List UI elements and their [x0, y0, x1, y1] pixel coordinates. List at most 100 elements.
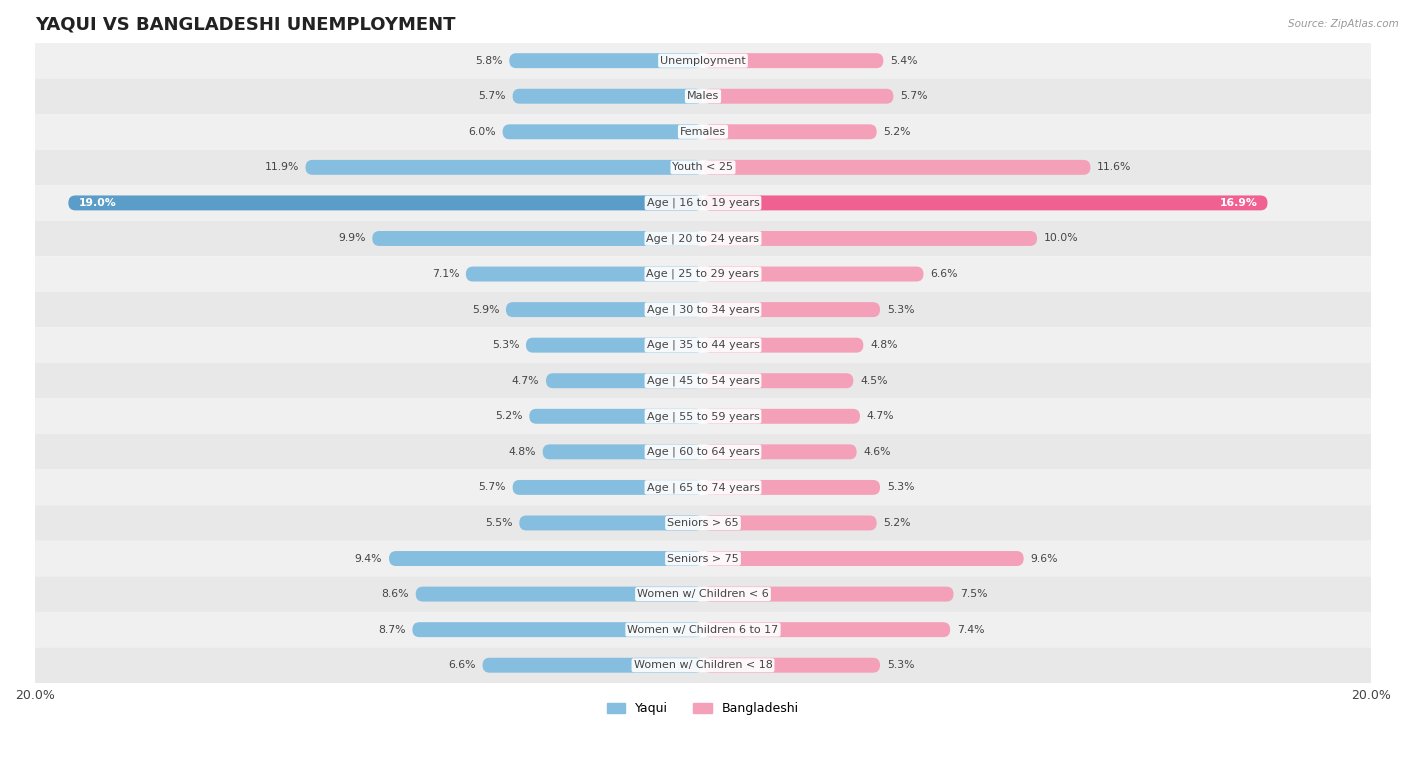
FancyBboxPatch shape	[703, 551, 1024, 566]
Text: Seniors > 65: Seniors > 65	[668, 518, 738, 528]
Text: 5.4%: 5.4%	[890, 56, 918, 66]
Text: 5.5%: 5.5%	[485, 518, 513, 528]
FancyBboxPatch shape	[703, 266, 924, 282]
FancyBboxPatch shape	[703, 587, 953, 602]
Text: 4.7%: 4.7%	[866, 411, 894, 422]
Text: Seniors > 75: Seniors > 75	[666, 553, 740, 563]
Text: 5.8%: 5.8%	[475, 56, 502, 66]
Text: Age | 60 to 64 years: Age | 60 to 64 years	[647, 447, 759, 457]
FancyBboxPatch shape	[416, 587, 703, 602]
Text: Women w/ Children < 6: Women w/ Children < 6	[637, 589, 769, 599]
FancyBboxPatch shape	[69, 195, 703, 210]
Text: 5.2%: 5.2%	[495, 411, 523, 422]
FancyBboxPatch shape	[703, 480, 880, 495]
FancyBboxPatch shape	[373, 231, 703, 246]
FancyBboxPatch shape	[506, 302, 703, 317]
FancyBboxPatch shape	[502, 124, 703, 139]
FancyBboxPatch shape	[35, 576, 1371, 612]
FancyBboxPatch shape	[703, 160, 1091, 175]
Text: Age | 35 to 44 years: Age | 35 to 44 years	[647, 340, 759, 350]
Text: Unemployment: Unemployment	[661, 56, 745, 66]
Text: 11.6%: 11.6%	[1097, 162, 1132, 173]
Text: Males: Males	[688, 92, 718, 101]
Text: 5.2%: 5.2%	[883, 518, 911, 528]
Text: 4.8%: 4.8%	[509, 447, 536, 456]
FancyBboxPatch shape	[35, 114, 1371, 150]
Text: 9.9%: 9.9%	[337, 233, 366, 244]
Text: Age | 30 to 34 years: Age | 30 to 34 years	[647, 304, 759, 315]
Text: 9.4%: 9.4%	[354, 553, 382, 563]
FancyBboxPatch shape	[529, 409, 703, 424]
Text: 5.3%: 5.3%	[887, 660, 914, 670]
FancyBboxPatch shape	[35, 398, 1371, 434]
Text: 4.6%: 4.6%	[863, 447, 891, 456]
FancyBboxPatch shape	[703, 373, 853, 388]
Text: Age | 45 to 54 years: Age | 45 to 54 years	[647, 375, 759, 386]
Text: Women w/ Children 6 to 17: Women w/ Children 6 to 17	[627, 625, 779, 634]
Text: 5.9%: 5.9%	[472, 304, 499, 315]
FancyBboxPatch shape	[703, 409, 860, 424]
Text: Source: ZipAtlas.com: Source: ZipAtlas.com	[1288, 19, 1399, 29]
FancyBboxPatch shape	[35, 469, 1371, 505]
Text: 4.5%: 4.5%	[860, 375, 887, 386]
FancyBboxPatch shape	[35, 647, 1371, 683]
FancyBboxPatch shape	[389, 551, 703, 566]
Text: 16.9%: 16.9%	[1219, 198, 1257, 208]
FancyBboxPatch shape	[703, 124, 877, 139]
Text: 5.3%: 5.3%	[887, 304, 914, 315]
Text: Females: Females	[681, 126, 725, 137]
FancyBboxPatch shape	[703, 338, 863, 353]
FancyBboxPatch shape	[526, 338, 703, 353]
Text: 8.6%: 8.6%	[381, 589, 409, 599]
Text: YAQUI VS BANGLADESHI UNEMPLOYMENT: YAQUI VS BANGLADESHI UNEMPLOYMENT	[35, 15, 456, 33]
FancyBboxPatch shape	[546, 373, 703, 388]
Text: 6.6%: 6.6%	[931, 269, 957, 279]
FancyBboxPatch shape	[35, 43, 1371, 79]
FancyBboxPatch shape	[35, 434, 1371, 469]
Text: 4.7%: 4.7%	[512, 375, 540, 386]
FancyBboxPatch shape	[35, 185, 1371, 221]
FancyBboxPatch shape	[35, 505, 1371, 540]
Text: 5.7%: 5.7%	[478, 482, 506, 492]
FancyBboxPatch shape	[482, 658, 703, 673]
Text: 5.7%: 5.7%	[900, 92, 928, 101]
Text: 7.4%: 7.4%	[957, 625, 984, 634]
Text: Age | 20 to 24 years: Age | 20 to 24 years	[647, 233, 759, 244]
FancyBboxPatch shape	[465, 266, 703, 282]
Text: Age | 16 to 19 years: Age | 16 to 19 years	[647, 198, 759, 208]
FancyBboxPatch shape	[35, 221, 1371, 257]
FancyBboxPatch shape	[703, 231, 1038, 246]
FancyBboxPatch shape	[35, 257, 1371, 291]
Text: 9.6%: 9.6%	[1031, 553, 1057, 563]
Text: Women w/ Children < 18: Women w/ Children < 18	[634, 660, 772, 670]
Text: 6.0%: 6.0%	[468, 126, 496, 137]
FancyBboxPatch shape	[703, 622, 950, 637]
FancyBboxPatch shape	[35, 79, 1371, 114]
FancyBboxPatch shape	[703, 658, 880, 673]
Text: 11.9%: 11.9%	[264, 162, 299, 173]
FancyBboxPatch shape	[35, 612, 1371, 647]
Text: 5.3%: 5.3%	[492, 340, 519, 350]
FancyBboxPatch shape	[35, 363, 1371, 398]
Text: Age | 65 to 74 years: Age | 65 to 74 years	[647, 482, 759, 493]
Text: Youth < 25: Youth < 25	[672, 162, 734, 173]
FancyBboxPatch shape	[412, 622, 703, 637]
FancyBboxPatch shape	[513, 480, 703, 495]
Text: 4.8%: 4.8%	[870, 340, 897, 350]
FancyBboxPatch shape	[519, 516, 703, 531]
Text: 7.1%: 7.1%	[432, 269, 460, 279]
FancyBboxPatch shape	[35, 291, 1371, 327]
FancyBboxPatch shape	[703, 195, 1268, 210]
Text: 5.2%: 5.2%	[883, 126, 911, 137]
Text: 5.3%: 5.3%	[887, 482, 914, 492]
FancyBboxPatch shape	[513, 89, 703, 104]
FancyBboxPatch shape	[35, 540, 1371, 576]
FancyBboxPatch shape	[543, 444, 703, 459]
FancyBboxPatch shape	[35, 327, 1371, 363]
FancyBboxPatch shape	[703, 89, 893, 104]
FancyBboxPatch shape	[703, 444, 856, 459]
FancyBboxPatch shape	[703, 302, 880, 317]
FancyBboxPatch shape	[509, 53, 703, 68]
Text: Age | 25 to 29 years: Age | 25 to 29 years	[647, 269, 759, 279]
Text: 6.6%: 6.6%	[449, 660, 475, 670]
